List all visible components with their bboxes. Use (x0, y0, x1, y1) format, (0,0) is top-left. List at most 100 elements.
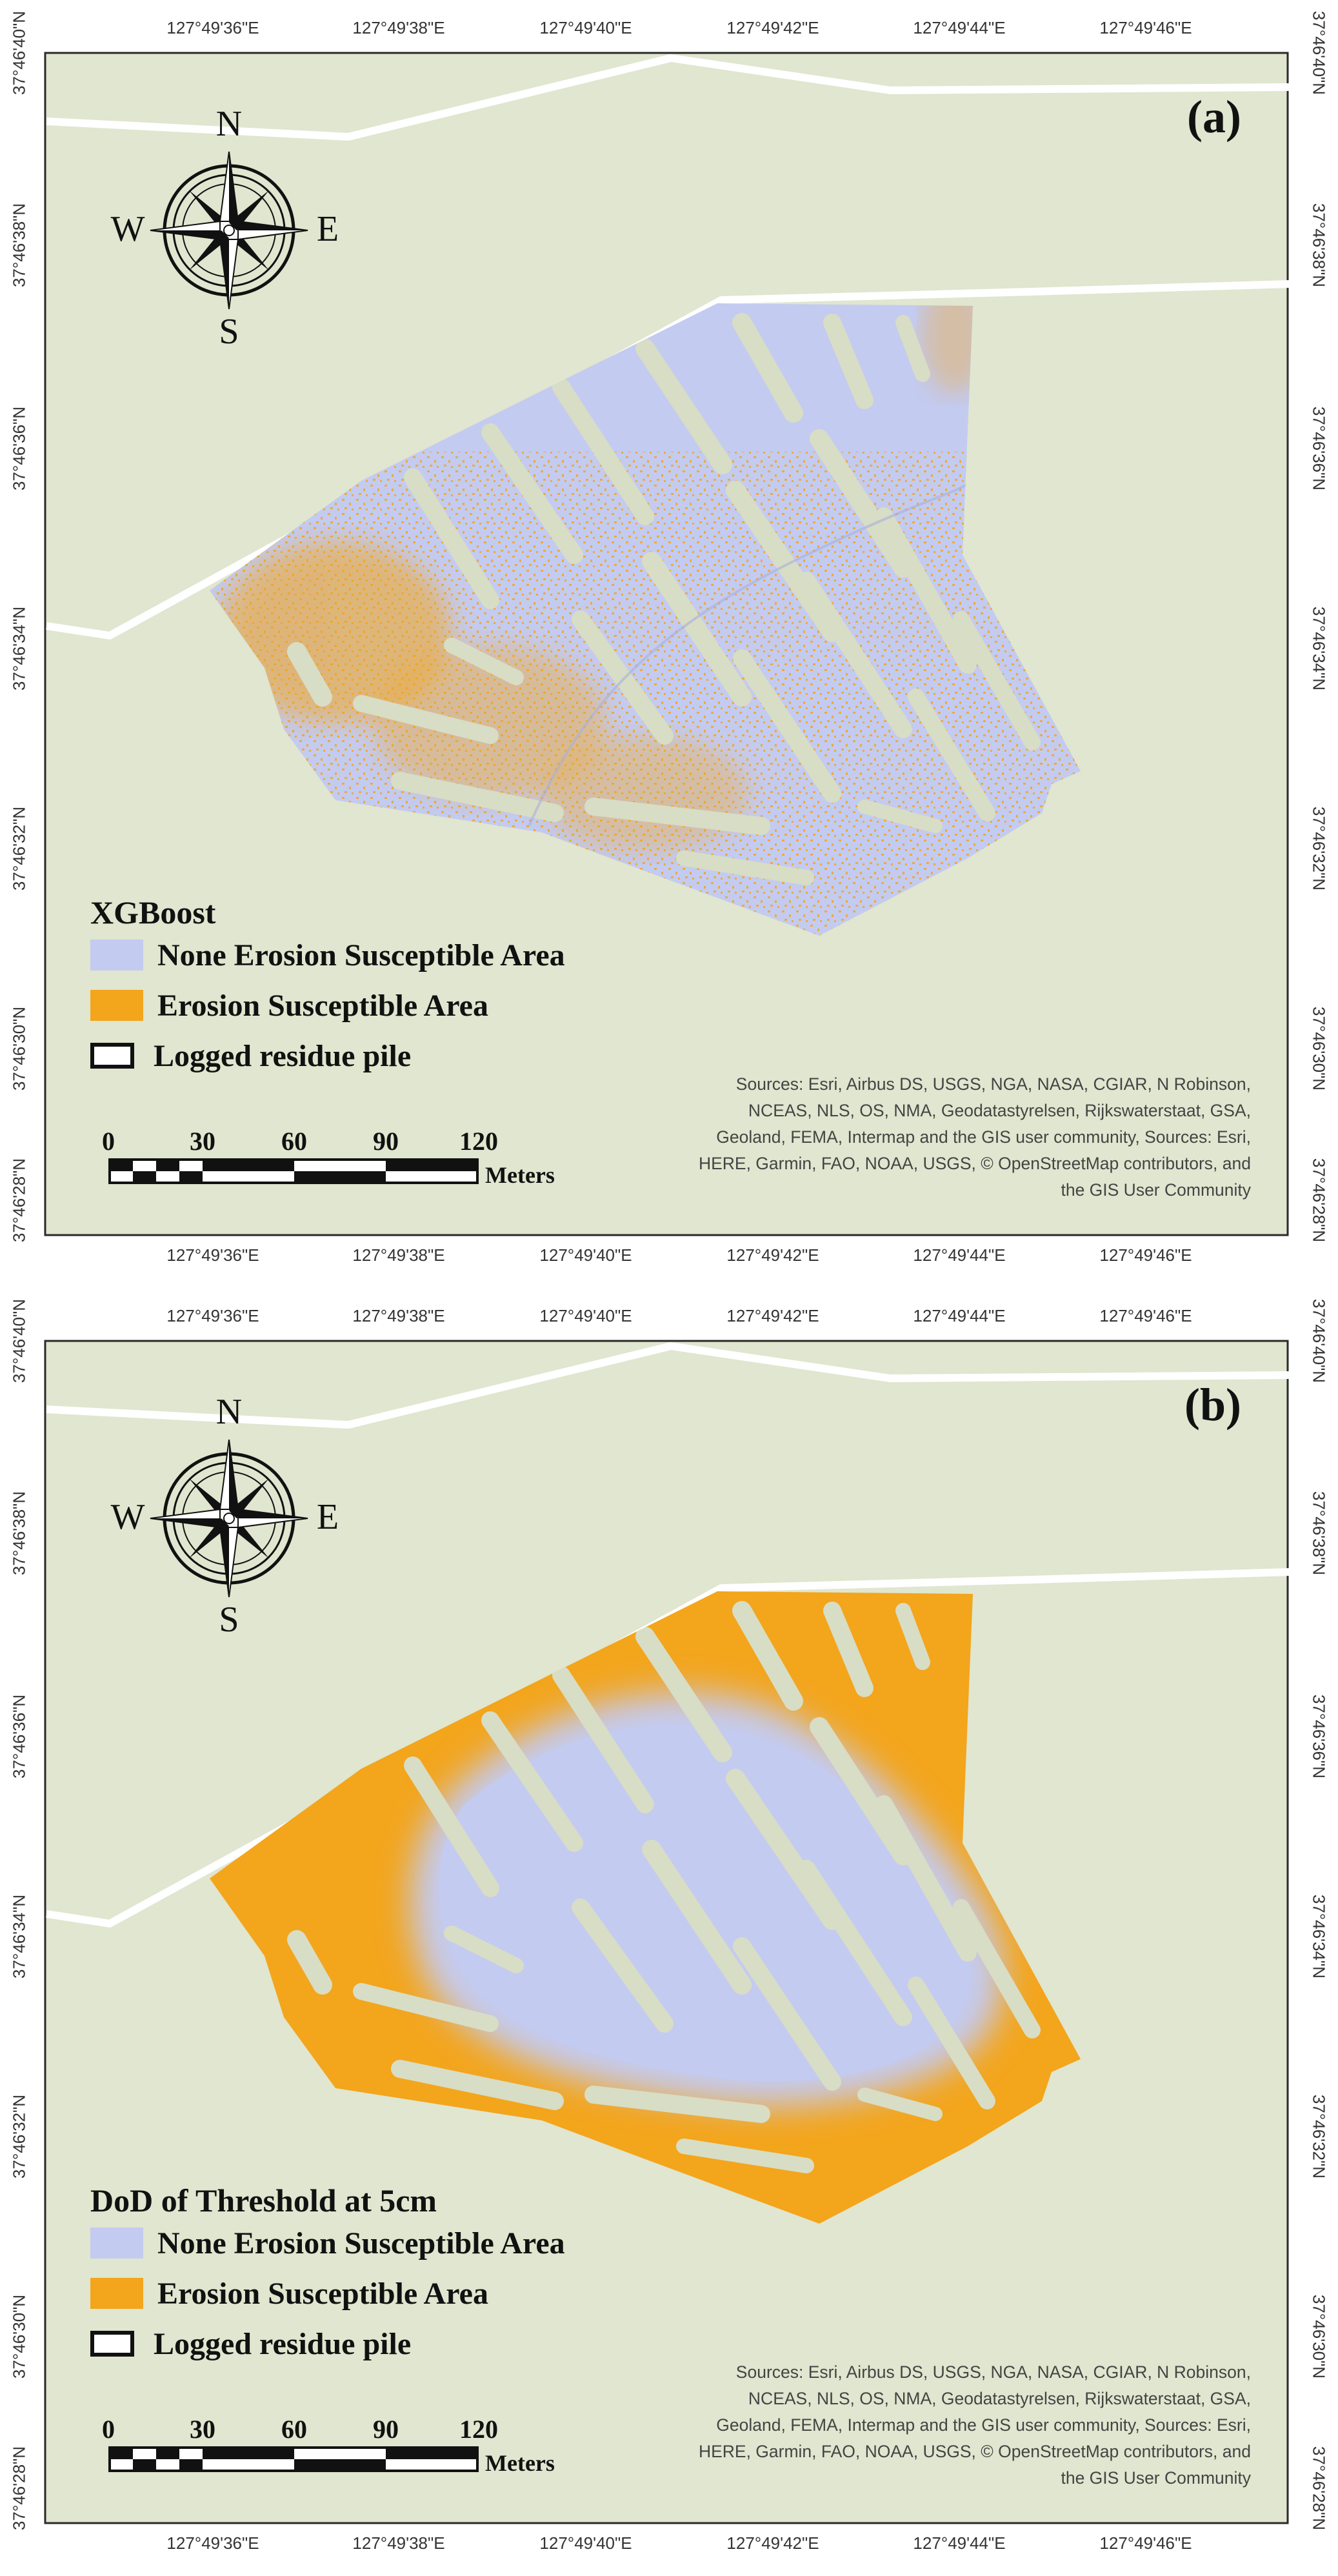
longitude-label: 127°49'38"E (352, 18, 445, 37)
scale-bar-label: 120 (459, 1127, 498, 1156)
latitude-label: 37°46'28"N (1309, 2446, 1329, 2531)
legend-label: Erosion Susceptible Area (157, 988, 488, 1023)
legend-item-residue-pile: Logged residue pile (90, 1038, 411, 1074)
latitude-label: 37°46'36"N (9, 406, 29, 491)
road (46, 1342, 1291, 1429)
road (46, 54, 1291, 141)
legend-item-none-erosion: None Erosion Susceptible Area (90, 937, 565, 973)
longitude-label: 127°49'40"E (539, 2533, 632, 2553)
legend-swatch (90, 990, 143, 1021)
latitude-label: 37°46'40"N (9, 10, 29, 96)
legend-label: None Erosion Susceptible Area (157, 938, 565, 972)
compass-west-label: W (110, 209, 145, 249)
scale-bar (108, 1158, 479, 1184)
map-panel-a: 127°49'36"E 127°49'38"E 127°49'40"E 127°… (9, 10, 1329, 1265)
latitude-label: 37°46'28"N (9, 1158, 29, 1243)
scale-bar-label: 0 (102, 2415, 115, 2444)
longitude-label: 127°49'42"E (726, 1306, 819, 1325)
legend-item-residue-pile: Logged residue pile (90, 2326, 411, 2362)
compass-rose-icon (150, 151, 308, 310)
latitude-label: 37°46'40"N (1309, 10, 1329, 96)
scale-bar-label: 60 (281, 1127, 307, 1156)
compass-east-label: E (316, 209, 339, 249)
panel-label: (b) (1184, 1379, 1241, 1431)
latitude-label: 37°46'38"N (1309, 1491, 1329, 1576)
legend-label: None Erosion Susceptible Area (157, 2226, 565, 2260)
latitude-label: 37°46'34"N (1309, 606, 1329, 691)
map-canvas-a (44, 52, 1291, 1236)
latitude-label: 37°46'30"N (1309, 1006, 1329, 1091)
legend-title: DoD of Threshold at 5cm (90, 2182, 437, 2219)
legend-item-none-erosion: None Erosion Susceptible Area (90, 2225, 565, 2261)
longitude-label: 127°49'42"E (726, 2533, 819, 2553)
longitude-label: 127°49'42"E (726, 1245, 819, 1265)
compass-north-label: N (215, 104, 243, 144)
legend-item-erosion: Erosion Susceptible Area (90, 987, 488, 1023)
compass-rose-icon (150, 1439, 308, 1598)
latitude-label: 37°46'38"N (9, 1491, 29, 1576)
scale-bar-label: 30 (190, 2415, 215, 2444)
legend-label: Logged residue pile (154, 2326, 412, 2361)
latitude-label: 37°46'28"N (1309, 1158, 1329, 1243)
compass-south-label: S (219, 312, 239, 352)
scale-bar-label: 60 (281, 2415, 307, 2444)
road (46, 280, 1291, 639)
map-attribution: Sources: Esri, Airbus DS, USGS, NGA, NAS… (698, 2362, 1251, 2488)
longitude-label: 127°49'36"E (166, 18, 259, 37)
longitude-label: 127°49'46"E (1099, 2533, 1192, 2553)
panel-label: (a) (1187, 91, 1241, 143)
compass-south-label: S (219, 1600, 239, 1640)
latitude-label: 37°46'40"N (9, 1298, 29, 1384)
scale-bar-label: 90 (373, 1127, 399, 1156)
longitude-label: 127°49'46"E (1099, 18, 1192, 37)
legend-swatch (90, 2331, 134, 2357)
compass-east-label: E (316, 1497, 339, 1537)
latitude-label: 37°46'32"N (1309, 806, 1329, 891)
longitude-label: 127°49'36"E (166, 1306, 259, 1325)
latitude-label: 37°46'30"N (1309, 2294, 1329, 2379)
longitude-label: 127°49'40"E (539, 1245, 632, 1265)
latitude-label: 37°46'32"N (9, 806, 29, 891)
latitude-label: 37°46'36"N (9, 1694, 29, 1779)
compass-north-label: N (215, 1392, 243, 1432)
legend-label: Logged residue pile (154, 1038, 412, 1073)
scale-bar-label: 90 (373, 2415, 399, 2444)
map-attribution: Sources: Esri, Airbus DS, USGS, NGA, NAS… (698, 1074, 1251, 1200)
latitude-label: 37°46'32"N (1309, 2094, 1329, 2179)
longitude-label: 127°49'40"E (539, 18, 632, 37)
road (46, 1568, 1291, 1927)
scale-bar (108, 2446, 479, 2472)
scale-bar-label: 120 (459, 2415, 498, 2444)
erosion-susceptible-area (210, 303, 1081, 936)
legend-title: XGBoost (90, 894, 216, 931)
latitude-label: 37°46'30"N (9, 2294, 29, 2379)
latitude-label: 37°46'34"N (9, 606, 29, 691)
legend-swatch (90, 2278, 143, 2309)
latitude-label: 37°46'36"N (1309, 1694, 1329, 1779)
latitude-label: 37°46'34"N (9, 1894, 29, 1979)
logged-residue-piles (287, 313, 1041, 885)
latitude-label: 37°46'34"N (1309, 1894, 1329, 1979)
legend-item-erosion: Erosion Susceptible Area (90, 2275, 488, 2311)
longitude-label: 127°49'38"E (352, 2533, 445, 2553)
scale-bar-label: 0 (102, 1127, 115, 1156)
legend-label: Erosion Susceptible Area (157, 2276, 488, 2311)
legend-swatch (90, 1043, 134, 1069)
scale-bar-unit: Meters (485, 2450, 555, 2476)
longitude-label: 127°49'44"E (913, 1306, 1006, 1325)
compass-west-label: W (110, 1497, 145, 1537)
map-canvas-b (44, 1340, 1291, 2524)
scale-bar-unit: Meters (485, 1162, 555, 1188)
longitude-label: 127°49'38"E (352, 1245, 445, 1265)
latitude-label: 37°46'28"N (9, 2446, 29, 2531)
latitude-label: 37°46'38"N (9, 203, 29, 288)
legend-swatch (90, 2228, 143, 2259)
longitude-label: 127°49'38"E (352, 1306, 445, 1325)
logged-residue-piles (287, 1601, 1041, 2173)
longitude-label: 127°49'46"E (1099, 1245, 1192, 1265)
latitude-label: 37°46'30"N (9, 1006, 29, 1091)
longitude-label: 127°49'44"E (913, 1245, 1006, 1265)
longitude-label: 127°49'44"E (913, 2533, 1006, 2553)
legend-swatch (90, 940, 143, 971)
longitude-label: 127°49'36"E (166, 2533, 259, 2553)
